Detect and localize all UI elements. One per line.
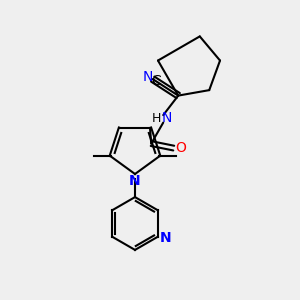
Text: N: N	[129, 174, 141, 188]
Text: O: O	[175, 141, 186, 155]
Text: N: N	[160, 231, 171, 245]
Text: N: N	[142, 70, 152, 84]
Text: N: N	[162, 111, 172, 125]
Text: H: H	[152, 112, 161, 124]
Text: C: C	[152, 74, 161, 88]
